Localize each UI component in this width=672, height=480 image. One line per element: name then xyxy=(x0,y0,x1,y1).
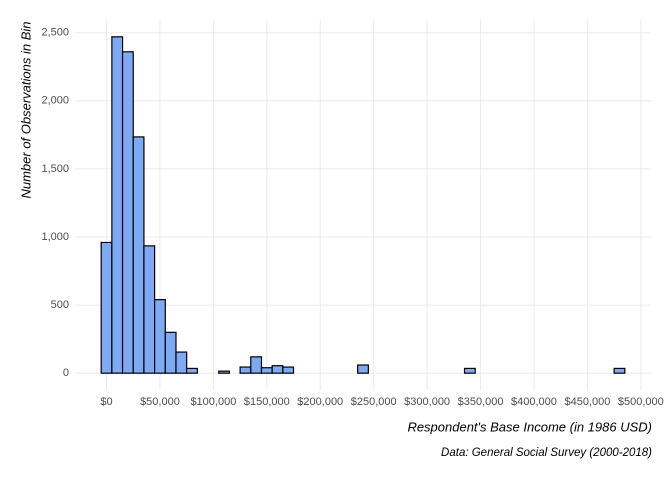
x-tick-label: $400,000 xyxy=(511,396,557,408)
y-tick-label: 1,000 xyxy=(41,231,69,243)
bar xyxy=(121,51,134,374)
bar xyxy=(218,370,231,374)
y-axis-title: Number of Observations in Bin xyxy=(18,21,33,198)
bar xyxy=(132,136,145,374)
x-tick-label: $0 xyxy=(100,396,112,408)
caption: Data: General Social Survey (2000-2018) xyxy=(441,447,652,459)
bar xyxy=(463,367,476,374)
x-tick-label: $100,000 xyxy=(190,396,236,408)
x-tick-label: $50,000 xyxy=(140,396,180,408)
x-tick-label: $200,000 xyxy=(297,396,343,408)
bar xyxy=(175,351,188,374)
bar xyxy=(143,245,156,374)
x-axis-title: Respondent's Base Income (in 1986 USD) xyxy=(407,419,652,434)
x-tick-label: $350,000 xyxy=(458,396,504,408)
bar xyxy=(250,356,263,374)
bar xyxy=(271,365,284,374)
x-tick-label: $250,000 xyxy=(351,396,397,408)
y-tick-label: 1,500 xyxy=(41,163,69,175)
bar xyxy=(111,36,124,374)
bar xyxy=(186,367,198,374)
x-tick-label: $150,000 xyxy=(244,396,290,408)
bar xyxy=(100,241,113,374)
y-tick-label: 0 xyxy=(63,367,69,379)
bar xyxy=(260,367,273,374)
y-tick-label: 500 xyxy=(51,299,69,311)
x-tick-label: $500,000 xyxy=(618,396,664,408)
bar xyxy=(613,367,626,374)
x-tick-label: $300,000 xyxy=(404,396,450,408)
bar xyxy=(164,331,177,374)
bar xyxy=(357,364,369,374)
bar xyxy=(282,366,295,374)
bar xyxy=(239,366,252,374)
x-tick-label: $450,000 xyxy=(564,396,610,408)
y-tick-label: 2,000 xyxy=(41,95,69,107)
y-tick-label: 2,500 xyxy=(41,27,69,39)
bar xyxy=(154,299,166,374)
